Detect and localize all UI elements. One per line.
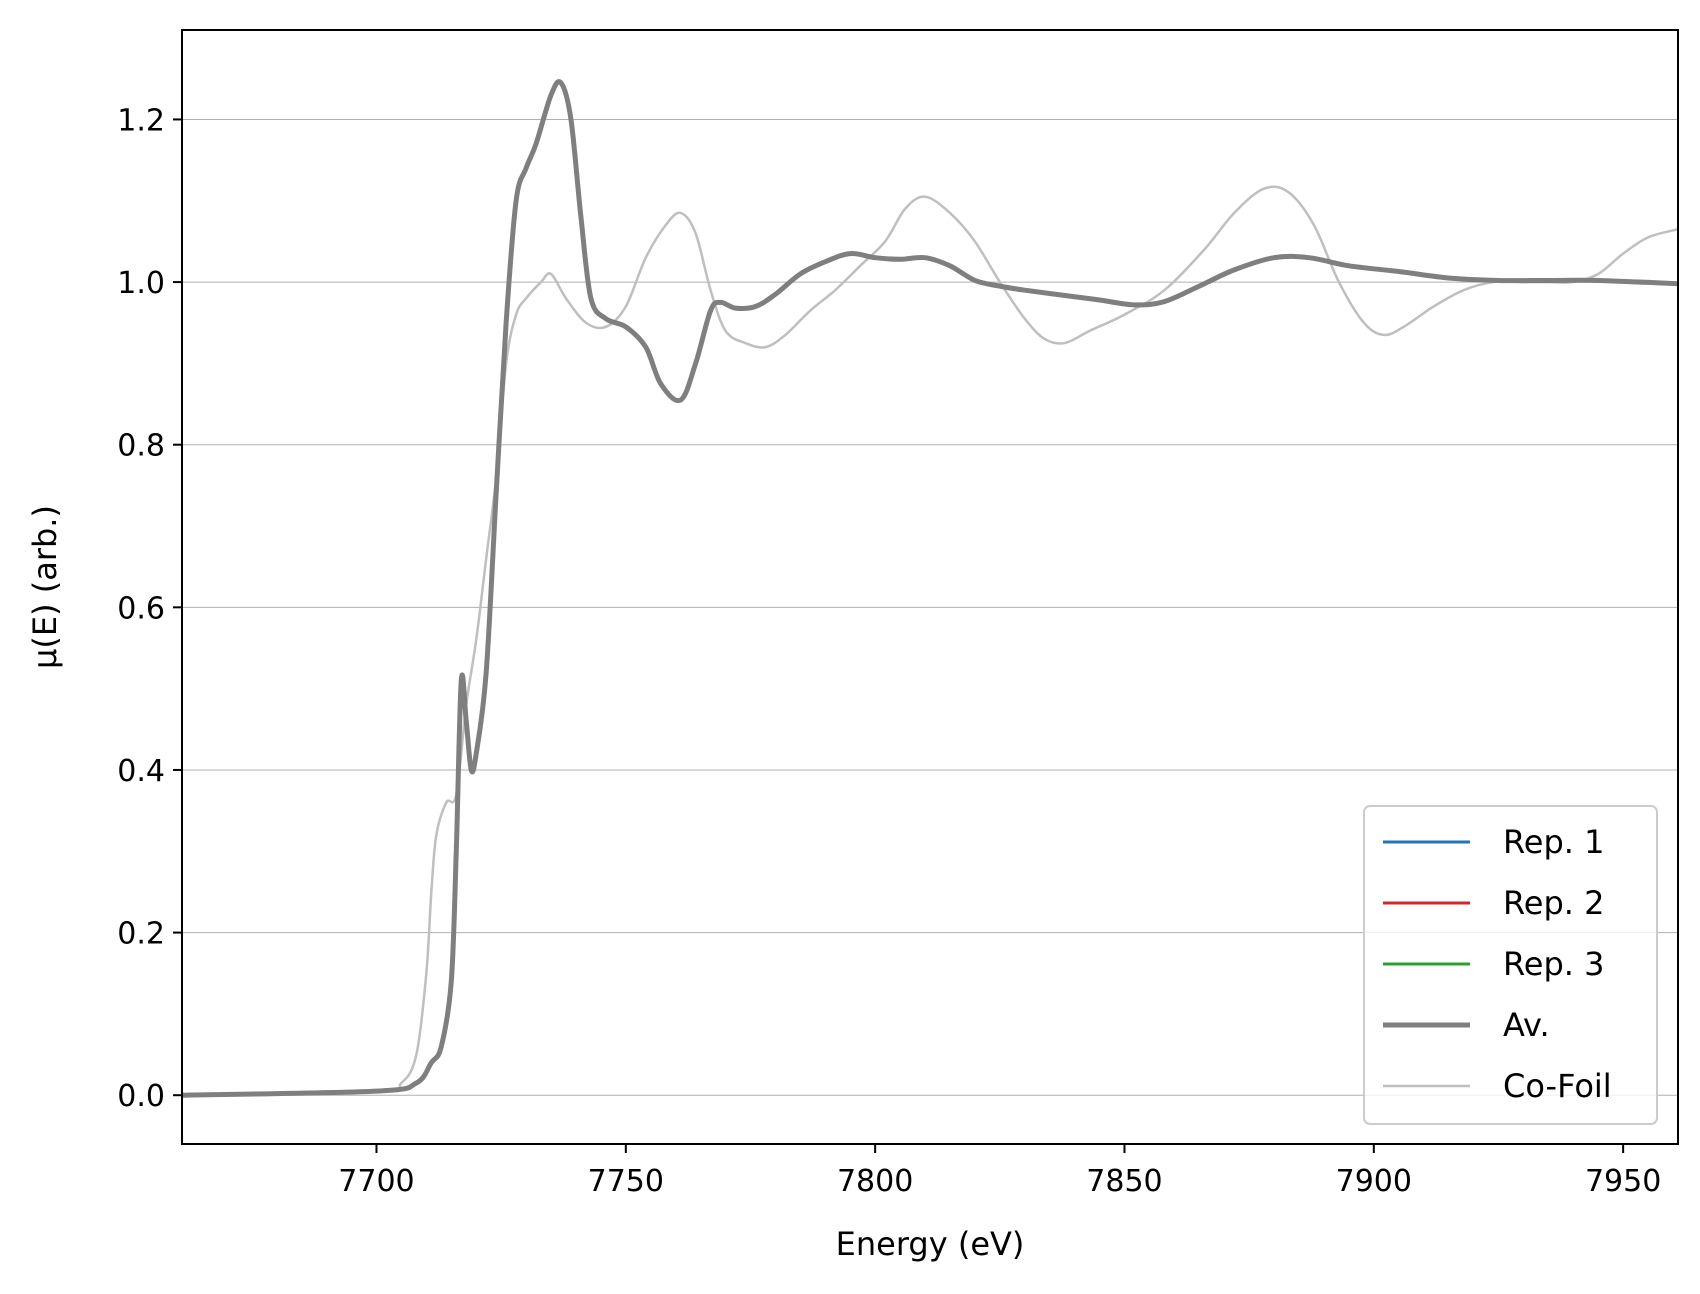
legend-label: Rep. 1 xyxy=(1503,823,1605,861)
y-tick-label: 0.8 xyxy=(117,429,165,464)
legend-label: Av. xyxy=(1503,1006,1550,1044)
x-tick-label: 7800 xyxy=(837,1164,913,1199)
x-tick-label: 7750 xyxy=(588,1164,664,1199)
y-tick-label: 1.2 xyxy=(117,103,165,138)
legend: Rep. 1 Rep. 2 Rep. 3 Av. Co-Foil xyxy=(1363,805,1658,1125)
x-axis-label: Energy (eV) xyxy=(836,1225,1025,1263)
x-axis: 7700 7750 7800 7850 7900 7950 xyxy=(338,1144,1661,1199)
legend-label: Rep. 3 xyxy=(1503,945,1605,983)
series-line-co-foil xyxy=(182,185,1678,1097)
grid-lines xyxy=(182,118,1678,1096)
legend-label: Rep. 2 xyxy=(1503,884,1605,922)
y-tick-label: 0.4 xyxy=(117,754,165,789)
legend-box xyxy=(1363,805,1658,1125)
plot-frame xyxy=(181,29,1679,1145)
x-tick-label: 7850 xyxy=(1086,1164,1162,1199)
y-axis: 0.0 0.2 0.4 0.6 0.8 1.0 1.2 xyxy=(117,103,182,1114)
legend-label: Co-Foil xyxy=(1503,1067,1612,1105)
y-tick-label: 0.6 xyxy=(117,591,165,626)
x-tick-label: 7700 xyxy=(338,1164,414,1199)
y-axis-label: μ(E) (arb.) xyxy=(26,505,64,669)
x-tick-label: 7950 xyxy=(1585,1164,1661,1199)
series-layer xyxy=(182,79,1678,1098)
y-tick-label: 0.2 xyxy=(117,917,165,952)
x-tick-label: 7900 xyxy=(1336,1164,1412,1199)
series-line-av xyxy=(182,79,1678,1098)
y-tick-label: 1.0 xyxy=(117,266,165,301)
y-tick-label: 0.0 xyxy=(117,1079,165,1114)
